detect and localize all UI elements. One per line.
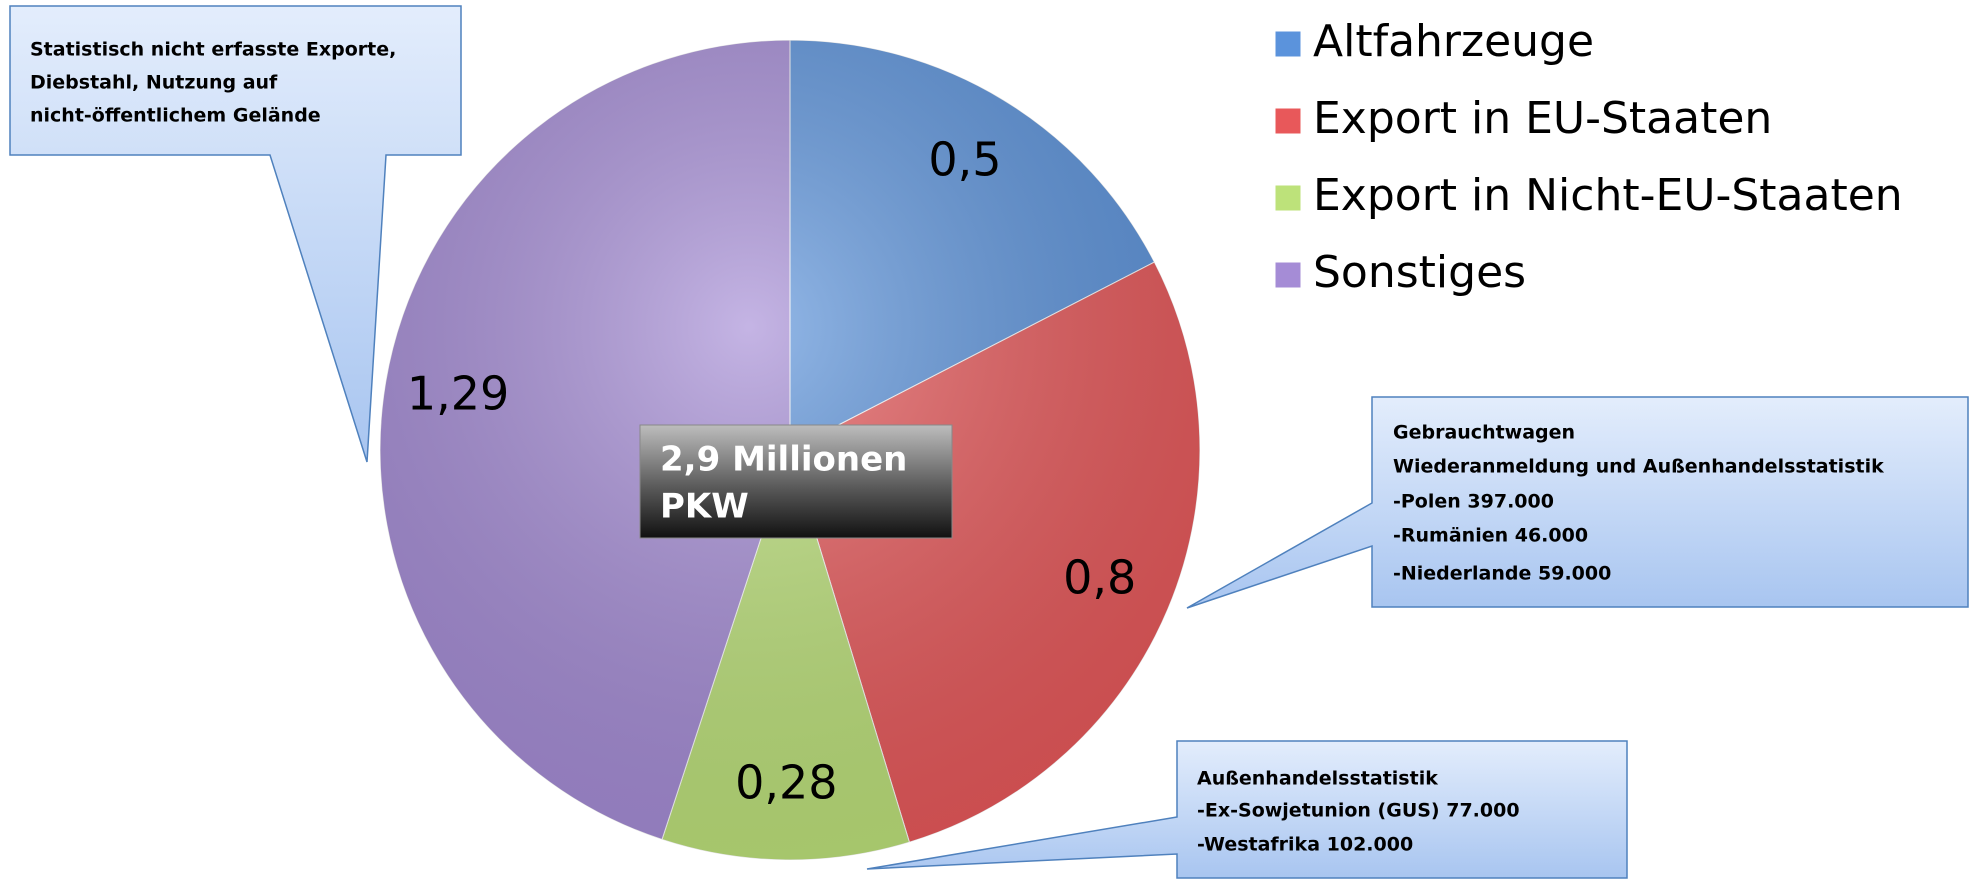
callout: Statistisch nicht erfasste Exporte, Dieb… — [9, 5, 462, 463]
center-box-bg — [639, 424, 953, 539]
callout-text: Statistisch nicht erfasste Exporte, — [30, 39, 396, 61]
center-box: 2,9 Millionen PKW — [639, 424, 953, 539]
legend-label: Export in Nicht-EU-Staaten — [1313, 170, 1903, 221]
center-label: PKW — [660, 487, 749, 527]
value-label: 1,29 — [407, 366, 509, 420]
value-label: 0,8 — [1063, 550, 1136, 604]
callout-text: -Ex-Sowjetunion (GUS) 77.000 — [1197, 800, 1520, 822]
legend-swatch — [1274, 30, 1302, 58]
callout-shape — [866, 740, 1628, 879]
callout-text: Diebstahl, Nutzung auf — [30, 72, 278, 94]
callout-text: -Polen 397.000 — [1393, 491, 1554, 513]
legend-label: Altfahrzeuge — [1313, 16, 1594, 67]
callout-text: Wiederanmeldung und Außenhandelsstatisti… — [1393, 456, 1884, 478]
legend: Altfahrzeuge Export in EU-Staaten Export i… — [1274, 16, 1903, 298]
callout-shape — [1186, 396, 1969, 609]
callout-text: nicht-öffentlichem Gelände — [30, 105, 321, 127]
callout-text: Gebrauchtwagen — [1393, 422, 1575, 444]
callout-text: -Niederlande 59.000 — [1393, 563, 1611, 585]
value-labels: 0,5 0,8 0,28 1,29 — [407, 132, 1136, 809]
callout-text: Außenhandelsstatistik — [1197, 768, 1438, 790]
legend-label: Export in EU-Staaten — [1313, 93, 1772, 144]
legend-swatch — [1274, 107, 1302, 135]
callout-text: -Rumänien 46.000 — [1393, 525, 1588, 547]
center-label: 2,9 Millionen — [660, 440, 907, 480]
value-label: 0,5 — [928, 132, 1001, 186]
legend-swatch — [1274, 261, 1302, 289]
callout-shape — [9, 5, 462, 463]
legend-swatch — [1274, 184, 1302, 212]
callout: Außenhandelsstatistik -Ex-Sowjetunion (G… — [866, 740, 1628, 879]
callout: Gebrauchtwagen Wiederanmeldung und Außen… — [1186, 396, 1969, 609]
legend-label: Sonstiges — [1313, 247, 1526, 298]
value-label: 0,28 — [735, 756, 837, 810]
callout-text: -Westafrika 102.000 — [1197, 834, 1413, 856]
